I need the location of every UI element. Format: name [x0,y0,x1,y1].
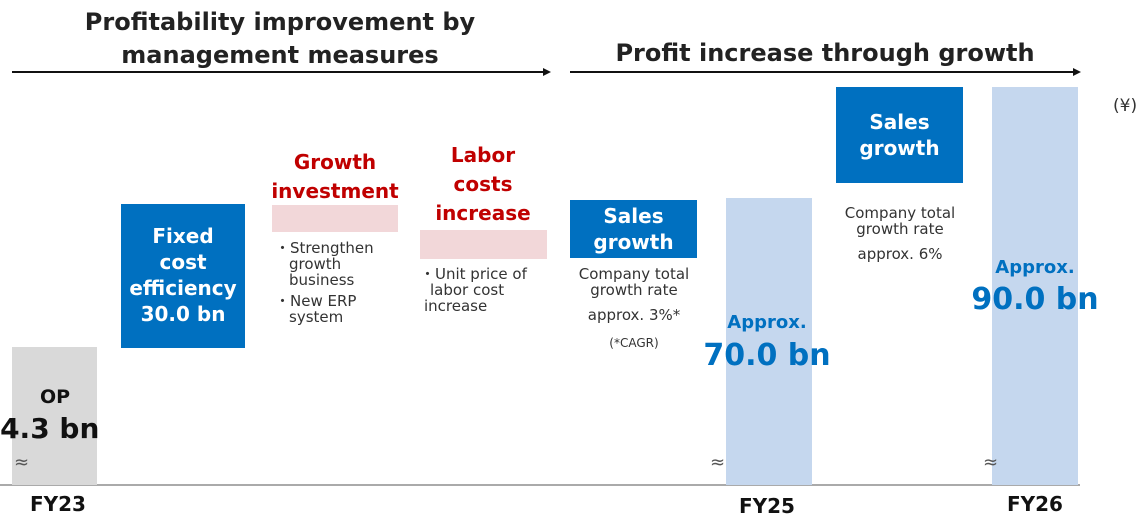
bullet: ・Unit price of [420,265,527,283]
fy25-bar [726,198,812,485]
note: approx. 6% [857,245,943,263]
title-line: increase [435,201,531,225]
break-mark: ≈ [710,452,726,473]
growth-investment-title: Growth investment [260,148,410,206]
note: Company total [844,204,956,222]
heading-right: Profit increase through growth [615,39,1035,67]
note: Company total [578,265,690,283]
fy-label: FY23 [30,492,86,516]
box-line: Fixed [152,224,214,248]
note: (*CAGR) [609,336,659,350]
approx-label: Approx. [727,312,807,333]
title-line: costs [453,172,513,196]
growth-investment-bar [272,205,398,232]
growth-investment-bullets: ・Strengthen growth business ・New ERP sys… [275,240,374,325]
fy25-value: 70.0 bn [703,338,831,373]
fy-label: FY25 [739,494,795,518]
title-line: Labor [450,143,516,167]
sales-growth-box: Sales growth [836,87,963,183]
op-label: OP [39,386,71,408]
heading-left: Profitability improvement by management … [30,6,530,72]
unit: (¥) [1113,96,1138,116]
bullet: system [289,308,344,326]
op-value: 34.3 bn [0,412,100,445]
fy26-value: 90.0 bn [971,282,1099,317]
fy-label: FY26 [1007,492,1063,516]
heading-line: management measures [121,41,439,69]
sales-growth-notes: Company total growth rate approx. 3%* (*… [554,266,714,351]
bullet: business [289,271,355,289]
note: growth rate [590,281,678,299]
box-line: efficiency [129,276,237,300]
bullet: ・New ERP [275,292,357,310]
labor-costs-title: Labor costs increase [408,141,558,228]
fixed-cost-box: Fixed cost efficiency 30.0 bn [121,204,245,348]
sales-growth-box: Sales growth [570,200,697,258]
bullet: labor cost [430,281,505,299]
box-line: cost [159,250,207,274]
title-line: Growth [293,150,377,174]
box-line: 30.0 bn [140,302,226,326]
bullet: increase [424,297,488,315]
bullet: ・Strengthen [275,239,374,257]
box-line: Sales [603,204,664,228]
box-line: growth [859,136,940,160]
approx-label: Approx. [995,257,1075,278]
break-mark: ≈ [983,452,999,473]
note: growth rate [856,220,944,238]
box-line: Sales [869,110,930,134]
note: approx. 3%* [587,306,681,324]
bullet: growth [289,255,342,273]
sales-growth-notes: Company total growth rate approx. 6% [820,205,980,262]
break-mark: ≈ [14,452,30,473]
box-line: growth [593,230,674,254]
fy23-bar [12,347,97,485]
heading-line: Profitability improvement by [84,8,476,36]
fy26-bar [992,87,1078,485]
labor-costs-bullets: ・Unit price of labor cost increase [420,266,527,314]
title-line: investment [271,179,399,203]
labor-costs-bar [420,230,547,259]
